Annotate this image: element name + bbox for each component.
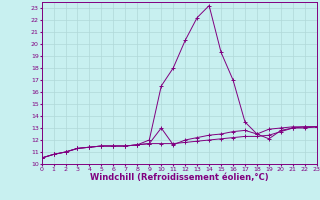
- X-axis label: Windchill (Refroidissement éolien,°C): Windchill (Refroidissement éolien,°C): [90, 173, 268, 182]
